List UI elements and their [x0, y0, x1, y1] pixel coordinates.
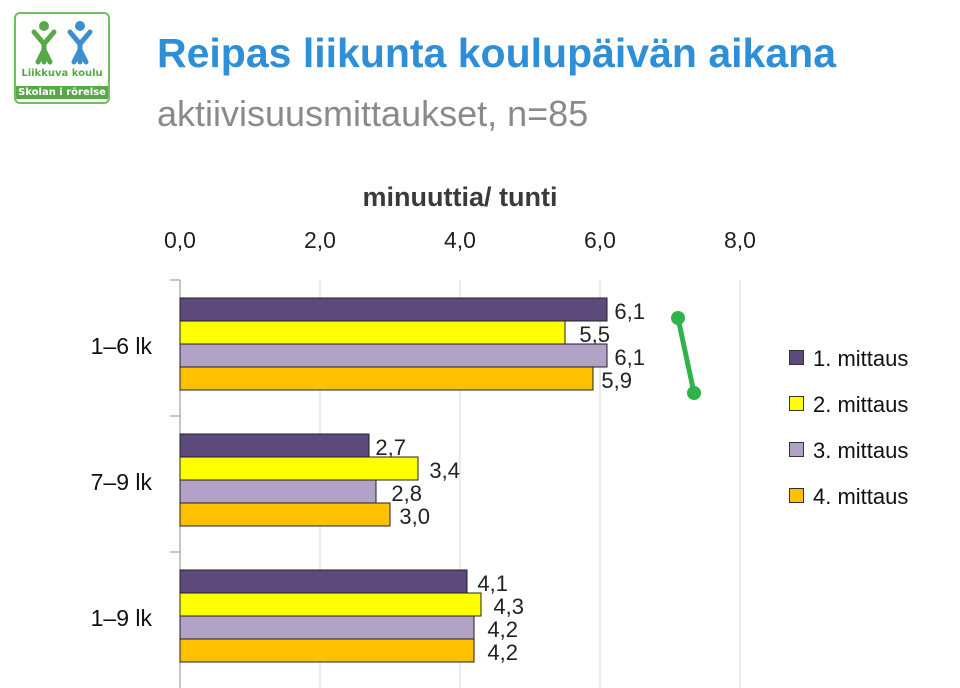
bar — [179, 569, 468, 594]
data-label: 4,2 — [487, 617, 518, 642]
bar — [179, 615, 475, 640]
category-label: 1–9 lk — [91, 605, 153, 631]
legend-label: 4. mittaus — [813, 484, 909, 509]
annotation-dot-end — [687, 386, 701, 400]
page-subtitle: aktiivisuusmittaukset, n=85 — [157, 93, 589, 134]
logo-text-secondary: Skolan i rörelse — [16, 86, 108, 99]
bar — [179, 479, 377, 504]
data-label: 3,4 — [429, 458, 460, 483]
data-label: 5,5 — [579, 322, 610, 347]
data-label: 4,1 — [477, 571, 508, 596]
x-tick-label: 2,0 — [304, 227, 336, 253]
legend-swatch — [789, 396, 804, 411]
data-label: 4,2 — [487, 640, 518, 665]
bar — [179, 456, 419, 481]
x-tick-label: 6,0 — [584, 227, 616, 253]
data-label: 4,3 — [493, 594, 524, 619]
x-tick-label: 0,0 — [164, 227, 196, 253]
x-tick-label: 8,0 — [724, 227, 756, 253]
bar — [179, 297, 608, 322]
bar — [179, 366, 594, 391]
data-label: 2,7 — [375, 435, 406, 460]
category-label: 1–6 lk — [91, 333, 153, 359]
category-label: 7–9 lk — [91, 469, 153, 495]
legend-label: 1. mittaus — [813, 346, 909, 371]
bar — [179, 343, 608, 368]
bar — [179, 592, 482, 617]
legend-label: 3. mittaus — [813, 438, 909, 463]
legend-swatch — [789, 442, 804, 457]
chart-title: minuuttia/ tunti — [363, 182, 558, 212]
logo-text-primary: Liikkuva koulu — [21, 68, 103, 79]
logo: Liikkuva koulu Skolan i rörelse — [14, 12, 110, 104]
data-label: 6,1 — [614, 299, 645, 324]
page-title: Reipas liikunta koulupäivän aikana — [157, 30, 837, 76]
bar — [179, 433, 370, 458]
logo-figures-icon — [31, 21, 93, 65]
data-label: 3,0 — [399, 504, 430, 529]
annotation-line — [675, 315, 697, 396]
legend-swatch — [789, 488, 804, 503]
data-label: 2,8 — [391, 481, 422, 506]
annotation-dot-start — [671, 311, 685, 325]
bar — [179, 502, 391, 527]
bar — [179, 638, 475, 663]
data-label: 5,9 — [601, 368, 632, 393]
legend-label: 2. mittaus — [813, 392, 909, 417]
bar — [179, 320, 566, 345]
legend-swatch — [789, 350, 804, 365]
x-tick-label: 4,0 — [444, 227, 476, 253]
data-label: 6,1 — [614, 345, 645, 370]
